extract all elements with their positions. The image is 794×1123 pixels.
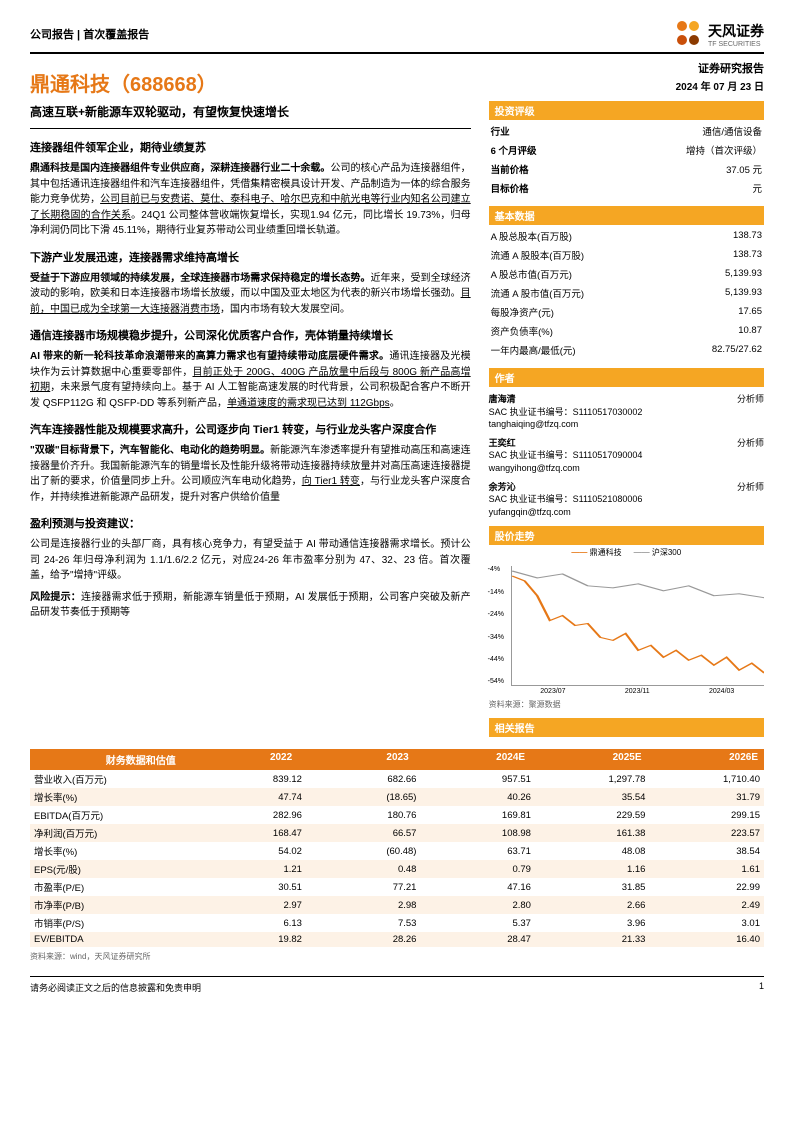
section-head: 盈利预测与投资建议： (30, 515, 471, 531)
financial-source: 资料来源：wind，天风证券研究所 (30, 951, 764, 962)
report-subtitle: 高速互联+新能源车双轮驱动，有望恢复快速增长 (30, 103, 471, 129)
table-row: 资产负债率(%)10.87 (491, 322, 762, 339)
financial-table-header: 财务数据和估值202220232024E2025E2026E (30, 749, 764, 770)
paragraph: 公司是连接器行业的头部厂商，具有核心竞争力，有望受益于 AI 带动通信连接器需求… (30, 537, 471, 584)
table-row: 流通 A 股市值(百万元)5,139.93 (491, 284, 762, 301)
page-number: 1 (759, 981, 764, 994)
table-row: 营业收入(百万元)839.12682.66957.511,297.781,710… (30, 770, 764, 788)
page-header: 公司报告 | 首次覆盖报告 天风证券 TF SECURITIES (30, 20, 764, 54)
table-row: 市盈率(P/E)30.5177.2147.1631.8522.99 (30, 878, 764, 896)
logo-subtitle: TF SECURITIES (708, 41, 764, 48)
main-column: 鼎通科技（688668） 高速互联+新能源车双轮驱动，有望恢复快速增长 连接器组… (30, 60, 471, 737)
logo-icon (676, 20, 704, 48)
author-block: 余芳沁分析师SAC 执业证书编号：S1110521080006yufangqin… (489, 481, 764, 519)
paragraph: 受益于下游应用领域的持续发展，全球连接器市场需求保持稳定的增长态势。近年来，受到… (30, 271, 471, 318)
table-row: 净利润(百万元)168.4766.57108.98161.38223.57 (30, 824, 764, 842)
table-row: 流通 A 股股本(百万股)138.73 (491, 246, 762, 263)
chart-block-title: 股价走势 (489, 526, 764, 545)
paragraph: 风险提示：连接器需求低于预期，新能源车销量低于预期，AI 发展低于预期，公司客户… (30, 590, 471, 621)
table-row: 市销率(P/S)6.137.535.373.963.01 (30, 914, 764, 932)
table-row: 市净率(P/B)2.972.982.802.662.49 (30, 896, 764, 914)
report-type: 公司报告 | 首次覆盖报告 (30, 26, 149, 42)
chart-legend: 鼎通科技 沪深300 (489, 547, 764, 558)
page-footer: 请务必阅读正文之后的信息披露和免责申明 1 (30, 976, 764, 994)
section-head: 通信连接器市场规模稳步提升，公司深化优质客户合作，壳体销量持续增长 (30, 327, 471, 343)
chart-svg (512, 566, 764, 685)
table-row: EPS(元/股)1.210.480.791.161.61 (30, 860, 764, 878)
related-block-title: 相关报告 (489, 718, 764, 737)
table-row: 目标价格元 (491, 179, 762, 196)
basic-data-table: A 股总股本(百万股)138.73 流通 A 股股本(百万股)138.73 A 股总… (489, 225, 764, 360)
chart-y-axis: -4%-14%-24%-34%-44%-54% (488, 566, 504, 685)
table-row: EV/EBITDA19.8228.2628.4721.3316.40 (30, 932, 764, 947)
table-row: 当前价格37.05 元 (491, 160, 762, 177)
table-row: 每股净资产(元)17.65 (491, 303, 762, 320)
financial-table: 营业收入(百万元)839.12682.66957.511,297.781,710… (30, 770, 764, 947)
table-row: 增长率(%)47.74(18.65)40.2635.5431.79 (30, 788, 764, 806)
section-head: 汽车连接器性能及规模要求高升，公司逐步向 Tier1 转变，与行业龙头客户深度合… (30, 421, 471, 437)
rating-table: 行业通信/通信设备 6 个月评级增持（首次评级） 当前价格37.05 元目标价格元 (489, 120, 764, 198)
stock-price-chart: -4%-14%-24%-34%-44%-54% (511, 566, 764, 686)
sidebar-column: 证券研究报告 2024 年 07 月 23 日 投资评级 行业通信/通信设备 6 … (489, 60, 764, 737)
chart-x-axis: 2023/072023/112024/03 (511, 688, 764, 695)
author-block: 唐海清分析师SAC 执业证书编号：S1110517030002tanghaiqi… (489, 393, 764, 431)
authors-block-title: 作者 (489, 368, 764, 387)
company-title: 鼎通科技（688668） (30, 68, 471, 97)
disclaimer-text: 请务必阅读正文之后的信息披露和免责申明 (30, 981, 201, 994)
legend-series-2: 沪深300 (634, 547, 682, 558)
table-row: 一年内最高/最低(元)82.75/27.62 (491, 341, 762, 358)
author-block: 王奕红分析师SAC 执业证书编号：S1110517090004wangyihon… (489, 437, 764, 475)
table-row: A 股总股本(百万股)138.73 (491, 227, 762, 244)
basic-block-title: 基本数据 (489, 206, 764, 225)
logo-text: 天风证券 (708, 21, 764, 41)
paragraph: "双碳"目标背景下，汽车智能化、电动化的趋势明显。新能源汽车渗透率提升有望推动高… (30, 443, 471, 505)
legend-series-1: 鼎通科技 (571, 547, 621, 558)
table-row: 增长率(%)54.02(60.48)63.7148.0838.54 (30, 842, 764, 860)
table-row: EBITDA(百万元)282.96180.76169.81229.59299.1… (30, 806, 764, 824)
table-row: A 股总市值(百万元)5,139.93 (491, 265, 762, 282)
table-row: 行业通信/通信设备 (491, 122, 762, 139)
rating-block-title: 投资评级 (489, 101, 764, 120)
section-head: 下游产业发展迅速，连接器需求维持高增长 (30, 249, 471, 265)
sidebar-date: 2024 年 07 月 23 日 (489, 78, 764, 93)
paragraph: 鼎通科技是国内连接器组件专业供应商，深耕连接器行业二十余载。公司的核心产品为连接… (30, 161, 471, 239)
section-head: 连接器组件领军企业，期待业绩复苏 (30, 139, 471, 155)
chart-source: 资料来源：聚源数据 (489, 699, 764, 710)
company-logo: 天风证券 TF SECURITIES (676, 20, 764, 48)
paragraph: AI 带来的新一轮科技革命浪潮带来的高算力需求也有望持续带动底层硬件需求。通讯连… (30, 349, 471, 411)
sidebar-report-title: 证券研究报告 (489, 60, 764, 76)
table-row: 6 个月评级增持（首次评级） (491, 141, 762, 158)
